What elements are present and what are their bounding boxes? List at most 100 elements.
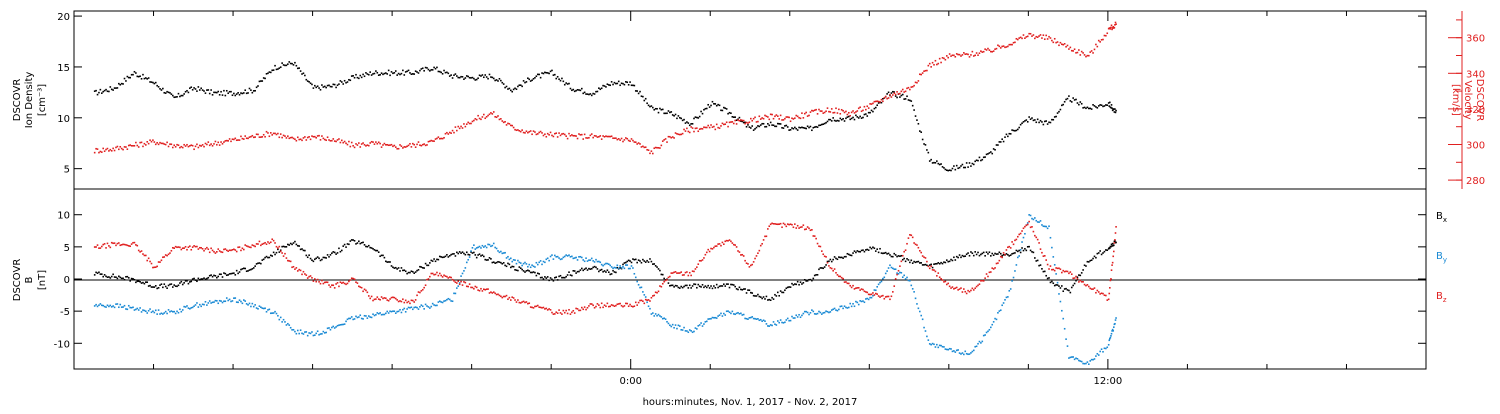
data-point-0-0 xyxy=(1088,107,1090,110)
data-point-1-0 xyxy=(174,285,177,287)
data-point-0-1 xyxy=(458,127,461,130)
data-point-0-0 xyxy=(1043,120,1046,123)
data-point-1-0 xyxy=(1026,246,1029,248)
data-point-1-1 xyxy=(494,246,496,249)
data-point-0-1 xyxy=(278,136,281,139)
data-point-0-1 xyxy=(218,144,221,146)
data-point-0-0 xyxy=(491,76,494,79)
data-point-0-0 xyxy=(940,163,942,165)
data-point-1-0 xyxy=(275,251,278,254)
data-point-1-1 xyxy=(958,352,961,354)
data-point-1-1 xyxy=(421,305,424,308)
data-point-0-0 xyxy=(669,111,671,114)
data-point-0-1 xyxy=(252,136,255,139)
data-point-1-0 xyxy=(1053,284,1056,287)
data-point-0-0 xyxy=(370,74,373,76)
data-point-0-0 xyxy=(1001,138,1003,140)
data-point-1-2 xyxy=(579,309,582,312)
data-point-1-0 xyxy=(404,270,407,273)
data-point-0-1 xyxy=(197,146,200,149)
data-point-1-2 xyxy=(1022,227,1025,230)
data-point-0-1 xyxy=(251,134,254,137)
data-point-1-0 xyxy=(186,280,188,282)
data-point-1-1 xyxy=(103,305,106,308)
data-point-0-0 xyxy=(606,83,609,86)
data-point-1-0 xyxy=(1102,252,1104,254)
data-point-1-0 xyxy=(995,253,998,255)
data-point-0-1 xyxy=(180,145,183,148)
data-point-1-2 xyxy=(992,268,995,270)
data-point-1-2 xyxy=(859,289,861,291)
data-point-1-2 xyxy=(162,256,164,259)
data-point-0-0 xyxy=(271,69,274,72)
data-point-1-2 xyxy=(901,254,904,257)
data-point-1-0 xyxy=(123,278,126,281)
data-point-1-2 xyxy=(288,260,291,262)
data-point-0-1 xyxy=(759,118,762,120)
data-point-0-1 xyxy=(509,124,512,127)
data-point-1-2 xyxy=(757,252,759,255)
data-point-1-2 xyxy=(850,286,853,289)
data-point-0-0 xyxy=(734,116,736,118)
data-point-1-2 xyxy=(1055,267,1057,269)
data-point-1-0 xyxy=(1045,274,1047,277)
data-point-1-0 xyxy=(728,286,731,289)
data-point-1-2 xyxy=(251,244,254,246)
data-point-1-0 xyxy=(582,269,585,272)
data-point-0-0 xyxy=(795,127,798,130)
data-point-1-2 xyxy=(515,301,518,303)
data-point-1-2 xyxy=(321,279,323,282)
data-point-0-0 xyxy=(492,77,495,80)
data-point-1-1 xyxy=(420,304,423,306)
data-point-1-1 xyxy=(309,332,312,335)
data-point-0-1 xyxy=(1061,43,1063,46)
data-point-1-1 xyxy=(434,304,437,307)
data-point-1-1 xyxy=(262,307,265,310)
data-point-0-0 xyxy=(694,116,697,118)
data-point-0-1 xyxy=(950,55,952,57)
data-point-1-2 xyxy=(680,271,683,273)
data-point-0-0 xyxy=(870,109,873,112)
data-point-1-1 xyxy=(802,312,805,315)
data-point-0-0 xyxy=(605,86,607,88)
data-point-0-0 xyxy=(821,123,823,126)
data-point-1-2 xyxy=(752,261,755,263)
data-point-1-1 xyxy=(947,348,950,351)
data-point-0-0 xyxy=(1096,107,1099,109)
data-point-1-1 xyxy=(796,316,799,318)
data-point-0-1 xyxy=(997,44,999,47)
data-point-1-0 xyxy=(267,256,269,259)
data-point-0-0 xyxy=(460,75,462,78)
data-point-1-1 xyxy=(386,310,389,313)
data-point-1-0 xyxy=(1032,251,1035,254)
data-point-0-1 xyxy=(957,53,959,56)
data-point-1-1 xyxy=(1066,345,1069,347)
data-point-0-1 xyxy=(1112,25,1115,28)
data-point-1-0 xyxy=(214,274,217,277)
data-point-0-1 xyxy=(859,106,861,109)
data-point-1-0 xyxy=(446,254,448,256)
data-point-1-2 xyxy=(108,245,110,247)
data-point-1-0 xyxy=(896,255,898,258)
data-point-1-1 xyxy=(914,297,917,300)
data-point-1-1 xyxy=(295,332,298,335)
data-point-1-1 xyxy=(974,345,976,348)
data-point-1-0 xyxy=(920,262,923,264)
data-point-1-1 xyxy=(277,314,279,317)
data-point-1-0 xyxy=(623,262,626,264)
data-point-1-0 xyxy=(497,260,499,263)
data-point-1-1 xyxy=(394,312,397,314)
data-point-1-1 xyxy=(757,318,759,320)
data-point-0-0 xyxy=(1080,102,1083,105)
data-point-1-0 xyxy=(1051,280,1053,283)
data-point-1-1 xyxy=(193,305,195,307)
data-point-0-1 xyxy=(747,122,749,124)
data-point-1-1 xyxy=(759,318,762,321)
data-point-0-0 xyxy=(126,75,129,78)
data-point-1-1 xyxy=(964,350,967,353)
data-point-0-0 xyxy=(859,115,861,118)
data-point-1-1 xyxy=(382,313,384,316)
data-point-1-2 xyxy=(312,280,315,282)
data-point-0-1 xyxy=(260,136,262,138)
data-point-0-1 xyxy=(924,69,927,72)
